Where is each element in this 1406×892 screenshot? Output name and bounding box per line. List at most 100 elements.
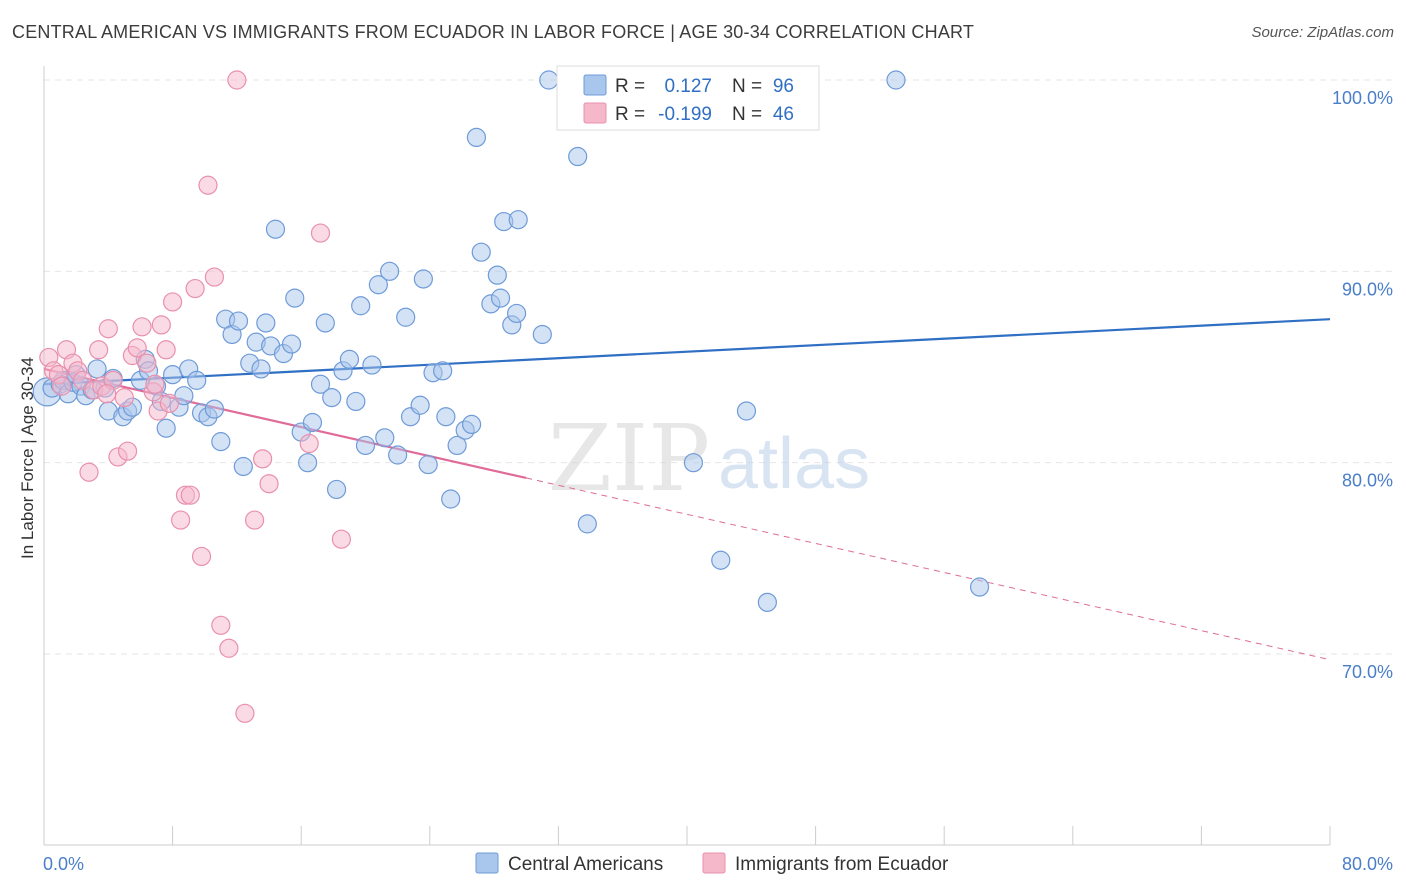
point-ecuador-36 bbox=[235, 703, 255, 723]
point-central-american-58 bbox=[368, 275, 388, 295]
point-central-american-71 bbox=[447, 435, 467, 456]
axis-layer: 70.0% 80.0% 90.0% 100.0% bbox=[43, 66, 1393, 846]
point-central-american-70 bbox=[441, 489, 461, 509]
point-central-american-56 bbox=[355, 435, 376, 456]
point-central-american-77 bbox=[487, 265, 507, 285]
point-central-american-73 bbox=[461, 414, 482, 434]
legend-n-label-1: N = bbox=[732, 76, 762, 97]
point-ecuador-10 bbox=[89, 340, 109, 360]
point-central-american-60 bbox=[380, 261, 400, 281]
legend-r-label-1: R = bbox=[615, 76, 645, 97]
point-ecuador-40 bbox=[299, 433, 319, 454]
series-swatch-ecuador bbox=[702, 852, 726, 874]
point-central-american-95 bbox=[969, 577, 990, 597]
y-tick-label-0: 70.0% bbox=[1342, 662, 1393, 682]
point-ecuador-20 bbox=[137, 353, 157, 373]
point-central-american-10 bbox=[87, 359, 107, 379]
point-central-american-48 bbox=[310, 374, 331, 394]
point-central-american-90 bbox=[683, 453, 704, 473]
point-ecuador-24 bbox=[156, 340, 176, 360]
point-central-american-68 bbox=[433, 361, 453, 381]
series-legend: Central Americans Immigrants from Ecuado… bbox=[475, 852, 949, 875]
legend-r-value-1: 0.127 bbox=[664, 76, 712, 97]
point-central-american-51 bbox=[326, 479, 347, 500]
correlation-legend: R = 0.127 N = 96 R = -0.199 N = 46 bbox=[556, 65, 820, 131]
legend-r-label-2: R = bbox=[615, 104, 645, 125]
legend-r-value-2: -0.199 bbox=[658, 104, 712, 125]
point-ecuador-18 bbox=[127, 338, 147, 358]
x-tick-max: 80.0% bbox=[1342, 854, 1393, 874]
point-central-american-62 bbox=[396, 307, 416, 327]
point-ecuador-16 bbox=[117, 441, 138, 461]
point-central-american-27 bbox=[187, 370, 207, 390]
point-central-american-75 bbox=[471, 242, 491, 262]
point-ecuador-29 bbox=[185, 278, 205, 299]
point-central-american-94 bbox=[886, 70, 906, 90]
point-ecuador-15 bbox=[114, 388, 134, 408]
point-ecuador-43 bbox=[145, 374, 165, 394]
series-swatch-central-americans bbox=[475, 852, 499, 874]
point-central-american-23 bbox=[163, 365, 183, 385]
point-ecuador-33 bbox=[211, 615, 231, 635]
legend-swatch-pink bbox=[583, 102, 607, 124]
point-ecuador-39 bbox=[259, 474, 279, 494]
point-ecuador-41 bbox=[310, 223, 331, 243]
point-central-american-55 bbox=[351, 296, 371, 316]
point-ecuador-42 bbox=[331, 529, 351, 549]
source-credit: Source: ZipAtlas.com bbox=[1251, 24, 1394, 41]
point-central-american-22 bbox=[156, 418, 176, 438]
y-tick-label-3: 100.0% bbox=[1332, 88, 1393, 108]
point-central-american-49 bbox=[315, 313, 335, 333]
watermark-atlas: atlas bbox=[718, 424, 870, 504]
point-central-american-78 bbox=[490, 288, 511, 308]
point-ecuador-45 bbox=[97, 384, 117, 404]
watermark-zip: ZIP bbox=[548, 405, 710, 512]
point-central-american-54 bbox=[346, 391, 366, 412]
y-tick-label-2: 90.0% bbox=[1342, 279, 1393, 299]
point-central-american-86 bbox=[568, 146, 588, 167]
point-central-american-64 bbox=[410, 395, 430, 415]
point-ecuador-19 bbox=[132, 317, 152, 337]
point-central-american-87 bbox=[577, 514, 597, 534]
point-ecuador-44 bbox=[159, 393, 179, 413]
point-central-american-35 bbox=[233, 456, 253, 477]
point-central-american-46 bbox=[298, 453, 318, 473]
chart-title: CENTRAL AMERICAN VS IMMIGRANTS FROM ECUA… bbox=[12, 22, 975, 42]
point-central-american-47 bbox=[302, 412, 323, 433]
point-central-american-44 bbox=[285, 288, 305, 308]
legend-n-label-2: N = bbox=[732, 104, 762, 125]
point-ecuador-3 bbox=[52, 376, 72, 396]
point-central-american-81 bbox=[507, 303, 527, 324]
legend-n-value-2: 46 bbox=[773, 104, 794, 125]
point-ecuador-32 bbox=[204, 267, 224, 287]
trend-line-dashed-1 bbox=[526, 477, 1331, 661]
legend-swatch-blue bbox=[583, 74, 607, 96]
point-central-american-91 bbox=[711, 550, 731, 570]
point-central-american-31 bbox=[211, 432, 231, 452]
point-central-american-30 bbox=[204, 399, 224, 419]
point-ecuador-23 bbox=[151, 315, 171, 335]
y-tick-label-1: 80.0% bbox=[1342, 471, 1393, 491]
point-central-american-92 bbox=[736, 401, 757, 421]
point-central-american-93 bbox=[757, 592, 777, 612]
point-ecuador-25 bbox=[163, 292, 183, 312]
points-layer bbox=[32, 70, 990, 723]
point-central-american-50 bbox=[322, 388, 342, 408]
point-central-american-69 bbox=[436, 407, 456, 427]
point-ecuador-12 bbox=[98, 319, 118, 339]
point-central-american-66 bbox=[418, 454, 438, 475]
point-ecuador-34 bbox=[219, 638, 239, 658]
point-central-american-38 bbox=[251, 359, 271, 379]
point-ecuador-37 bbox=[244, 510, 265, 530]
point-ecuador-8 bbox=[79, 462, 99, 482]
point-central-american-39 bbox=[256, 313, 276, 333]
point-central-american-57 bbox=[362, 355, 382, 375]
point-ecuador-28 bbox=[180, 485, 200, 505]
point-central-american-41 bbox=[265, 219, 286, 239]
point-central-american-43 bbox=[281, 334, 302, 354]
point-central-american-84 bbox=[539, 70, 559, 90]
point-central-american-74 bbox=[466, 127, 487, 147]
x-tick-min: 0.0% bbox=[43, 854, 84, 874]
point-central-american-59 bbox=[375, 428, 395, 448]
